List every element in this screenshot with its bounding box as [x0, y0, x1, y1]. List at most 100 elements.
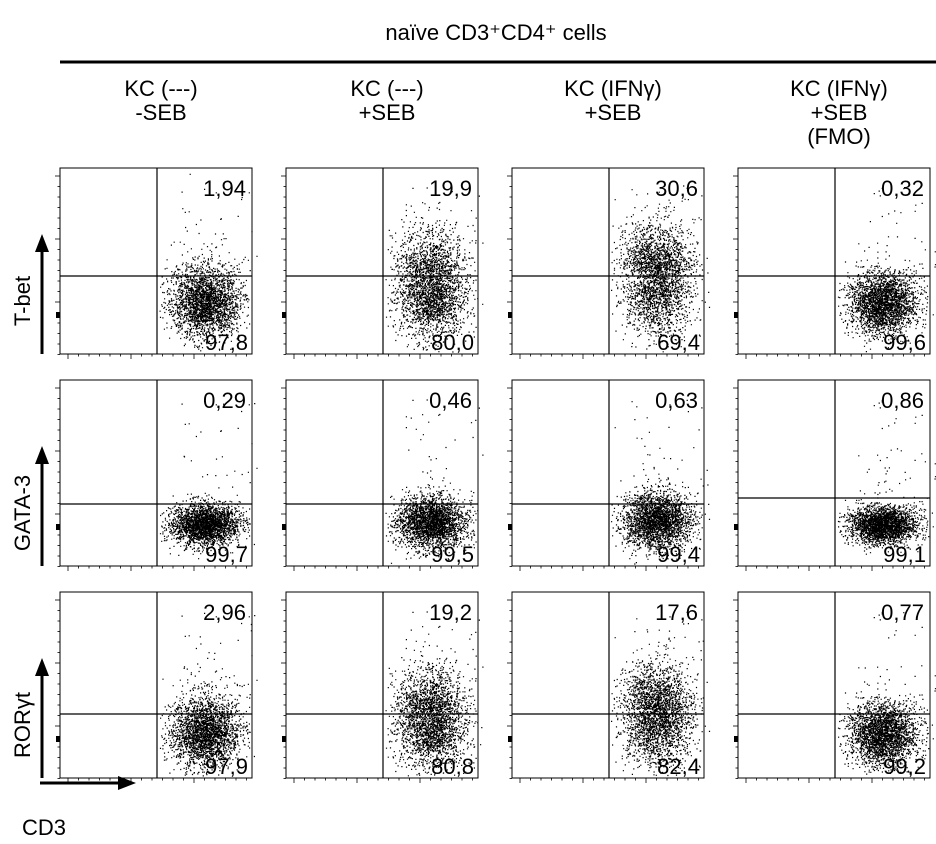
column-header-line: KC (IFNγ): [564, 76, 662, 101]
lower-right-percentage: 99,7: [205, 542, 248, 567]
lower-right-percentage: 99,4: [657, 542, 700, 567]
lower-right-percentage: 82,4: [657, 754, 700, 779]
panel-r2-c4: 0,86 99,1: [733, 379, 936, 571]
column-header-line: (FMO): [807, 124, 871, 149]
lower-right-percentage: 99,2: [883, 754, 926, 779]
scatter-points: [611, 399, 711, 565]
panel-r2-c2: 0,46 99,5: [281, 379, 484, 571]
axis-offscale-marker: [734, 524, 738, 530]
column-header-line: +SEB: [811, 100, 868, 125]
scatter-points: [837, 187, 936, 353]
panel-r3-c4: 0,77 99,2: [733, 591, 936, 783]
row-marker-label: T-bet: [10, 276, 35, 326]
upper-right-percentage: 17,6: [655, 600, 698, 625]
panel-r1-c2: 19,9 80,0: [281, 167, 484, 359]
upper-right-percentage: 2,96: [203, 600, 246, 625]
upper-right-percentage: 0,46: [429, 388, 472, 413]
event-dots: [837, 187, 936, 353]
lower-right-percentage: 80,8: [431, 754, 474, 779]
column-header-3: KC (IFNγ)+SEB: [564, 76, 662, 125]
panel-frame: [737, 167, 931, 355]
panel-r2-c3: 0,63 99,4: [507, 379, 711, 571]
lower-right-percentage: 97,9: [205, 754, 248, 779]
column-header-1: KC (---)-SEB: [124, 76, 197, 125]
column-header-line: KC (---): [124, 76, 197, 101]
panel-frame: [285, 379, 479, 567]
event-dots: [837, 399, 936, 561]
row-marker-label: GATA-3: [10, 475, 35, 551]
panel-r1-c3: 30,6 69,4: [507, 167, 711, 359]
panel-frame: [59, 379, 253, 567]
scatter-points: [385, 187, 484, 353]
scatter-points: [385, 399, 484, 564]
panel-frame: [737, 591, 931, 779]
scatter-points: [611, 611, 711, 777]
panel-frame: [511, 379, 705, 567]
axis-offscale-marker: [56, 312, 60, 318]
column-header-line: KC (---): [350, 76, 423, 101]
x-axis-label: CD3: [22, 815, 66, 840]
axis-offscale-marker: [282, 312, 286, 318]
column-header-2: KC (---)+SEB: [350, 76, 423, 125]
axis-offscale-marker: [734, 736, 738, 742]
event-dots: [611, 611, 711, 777]
lower-right-percentage: 99,6: [883, 330, 926, 355]
event-dots: [385, 399, 484, 564]
x-axis-arrow-head: [118, 776, 136, 790]
upper-right-percentage: 1,94: [203, 176, 246, 201]
scatter-points: [159, 400, 258, 560]
column-header-line: +SEB: [359, 100, 416, 125]
upper-right-percentage: 0,77: [881, 600, 924, 625]
panel-frame: [737, 379, 931, 567]
row-label-2: GATA-3: [10, 446, 49, 566]
event-dots: [611, 185, 711, 353]
lower-right-percentage: 80,0: [431, 330, 474, 355]
event-dots: [611, 399, 711, 565]
event-dots: [837, 611, 936, 775]
upper-right-percentage: 0,32: [881, 176, 924, 201]
panel-r3-c1: 2,96 97,9: [55, 591, 258, 783]
upper-right-percentage: 19,2: [429, 600, 472, 625]
scatter-points: [837, 611, 936, 775]
x-axis-indicator: CD3: [22, 776, 136, 840]
panel-r2-c1: 0,29 99,7: [55, 379, 258, 571]
upper-right-percentage: 0,63: [655, 388, 698, 413]
lower-right-percentage: 69,4: [657, 330, 700, 355]
panel-r1-c1: 1,94 97,8: [55, 167, 258, 359]
scatter-points: [837, 399, 936, 561]
axis-offscale-marker: [282, 524, 286, 530]
y-axis-arrow-head: [35, 658, 49, 676]
column-header-line: +SEB: [585, 100, 642, 125]
lower-right-percentage: 99,5: [431, 542, 474, 567]
y-axis-arrow-head: [35, 446, 49, 464]
scatter-points: [159, 173, 258, 352]
panel-frame: [511, 167, 705, 355]
upper-right-percentage: 0,29: [203, 388, 246, 413]
panel-frame: [511, 591, 705, 779]
axis-offscale-marker: [508, 524, 512, 530]
axis-offscale-marker: [508, 312, 512, 318]
axis-offscale-marker: [56, 524, 60, 530]
upper-right-percentage: 0,86: [881, 388, 924, 413]
column-header-4: KC (IFNγ)+SEB(FMO): [790, 76, 888, 149]
scatter-points: [611, 185, 711, 353]
event-dots: [159, 400, 258, 560]
event-dots: [159, 173, 258, 352]
axis-offscale-marker: [508, 736, 512, 742]
row-marker-label: RORγt: [10, 692, 35, 758]
panel-frame: [59, 167, 253, 355]
column-header-line: -SEB: [135, 100, 186, 125]
event-dots: [385, 187, 484, 353]
panel-r3-c3: 17,6 82,4: [507, 591, 711, 783]
upper-right-percentage: 19,9: [429, 176, 472, 201]
event-dots: [159, 612, 258, 777]
axis-offscale-marker: [734, 312, 738, 318]
scatter-points: [159, 612, 258, 777]
upper-right-percentage: 30,6: [655, 176, 698, 201]
scatter-points: [385, 611, 484, 777]
row-label-1: T-bet: [10, 234, 49, 354]
y-axis-arrow-head: [35, 234, 49, 252]
row-label-3: RORγt: [10, 658, 49, 778]
panel-frame: [59, 591, 253, 779]
